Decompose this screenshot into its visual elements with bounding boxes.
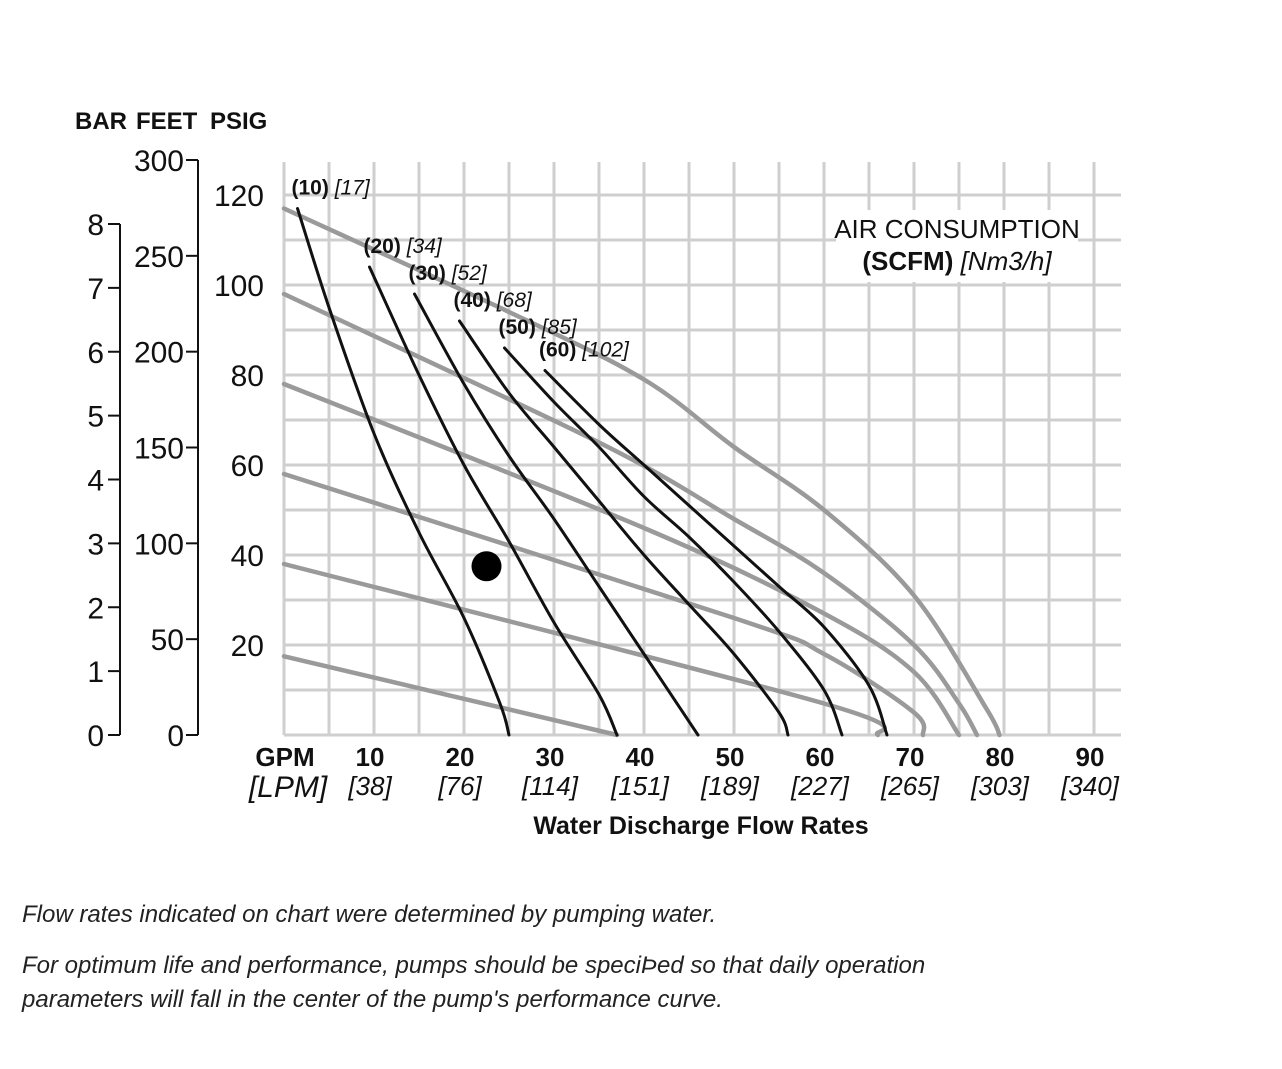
note-flow-rates: Flow rates indicated on chart were deter… xyxy=(22,901,717,928)
air-curve-label-scfm: (20) xyxy=(364,235,407,258)
operating-point xyxy=(471,551,502,582)
psig-tick-label: 60 xyxy=(231,450,264,483)
bar-tick-label: 1 xyxy=(87,656,104,689)
pressure-line-1 xyxy=(281,654,620,738)
pressure-line-4 xyxy=(281,381,962,738)
x-tick-label-lpm: [227] xyxy=(790,771,850,801)
air-curve-label-2: (20) [34] xyxy=(364,235,443,258)
air-curve-label-scfm: (10) xyxy=(292,177,335,200)
legend-title: AIR CONSUMPTION xyxy=(834,214,1080,244)
feet-tick-label: 200 xyxy=(134,337,184,370)
x-tick-label: 60 xyxy=(806,742,835,772)
x-axis-title: Water Discharge Flow Rates xyxy=(533,812,868,840)
feet-tick-label: 100 xyxy=(134,528,184,561)
note-optimum-life: For optimum life and performance, pumps … xyxy=(22,949,925,1017)
feet-tick-label: 250 xyxy=(134,241,184,274)
bar-tick-label: 8 xyxy=(87,209,104,242)
pressure-line-6 xyxy=(281,206,1002,738)
air-curve-label-4: (40) [68] xyxy=(454,289,533,312)
air-curve-label-metric: [102] xyxy=(581,339,630,362)
air-curve-label-metric: [17] xyxy=(334,177,371,200)
pressure-line-3 xyxy=(281,471,927,738)
air-curve-6 xyxy=(543,369,889,737)
x-tick-label: 70 xyxy=(896,742,925,772)
x-tick-label: 80 xyxy=(986,742,1015,772)
bar-tick-label: 0 xyxy=(87,720,104,753)
air-curve-1 xyxy=(296,207,511,737)
psig-tick-label: 20 xyxy=(231,630,264,663)
air-curve-label-6: (60) [102] xyxy=(539,339,630,362)
legend-units: (SCFM) [Nm3/h] xyxy=(862,246,1052,276)
operating-point-marker xyxy=(471,551,502,582)
air-curve-label-metric: [85] xyxy=(541,316,578,339)
x-tick-label: 20 xyxy=(446,742,475,772)
air-curve-label-metric: [68] xyxy=(496,289,533,312)
air-curve-label-scfm: (60) xyxy=(539,339,582,362)
air-curve-5 xyxy=(503,346,844,737)
air-curve-label-3: (30) [52] xyxy=(409,262,488,285)
x-tick-label-lpm: [265] xyxy=(880,771,940,801)
air-curve-3 xyxy=(413,292,700,737)
legend-background xyxy=(836,210,1078,282)
x-unit-lpm: [LPM] xyxy=(248,771,328,804)
note-optimum-life-line1: For optimum life and performance, pumps … xyxy=(22,952,926,979)
air-curve-4 xyxy=(458,319,790,737)
bar-tick-label: 4 xyxy=(87,465,104,498)
x-tick-label-lpm: [340] xyxy=(1060,771,1120,801)
note-optimum-life-line2: parameters will fall in the center of th… xyxy=(22,986,723,1013)
x-tick-label: 50 xyxy=(716,742,745,772)
air-curve-label-metric: [52] xyxy=(451,262,488,285)
performance-chart: (10) [17] (20) [34] (30) [52] (40) [68] (50)… xyxy=(75,108,1121,840)
x-axis: GPM[LPM] 10[38] 20[76] 30[114] 40[151] 50[189… xyxy=(248,742,1120,840)
x-tick-label: 40 xyxy=(626,742,655,772)
bar-tick-label: 6 xyxy=(87,337,104,370)
bar-tick-label: 5 xyxy=(87,401,104,434)
air-curve-label-scfm: (40) xyxy=(454,289,497,312)
legend-units-scfm: (SCFM) xyxy=(862,246,960,276)
air-curve-label-5: (50) [85] xyxy=(499,316,578,339)
x-tick-label: 30 xyxy=(536,742,565,772)
psig-tick-label: 40 xyxy=(231,540,264,573)
feet-tick-label: 0 xyxy=(167,720,184,753)
axis-header-bar: BAR xyxy=(75,108,127,135)
feet-tick-label: 300 xyxy=(134,145,184,178)
x-tick-label-lpm: [151] xyxy=(610,771,670,801)
pressure-lines xyxy=(281,206,1002,738)
x-unit-gpm: GPM xyxy=(255,742,314,772)
x-tick-label: 90 xyxy=(1076,742,1105,772)
x-tick-label-lpm: [303] xyxy=(970,771,1030,801)
bar-tick-label: 2 xyxy=(87,592,104,625)
feet-tick-label: 150 xyxy=(134,433,184,466)
air-curve-label-scfm: (50) xyxy=(499,316,542,339)
legend-units-metric: [Nm3/h] xyxy=(960,246,1053,276)
psig-tick-label: 120 xyxy=(214,180,264,213)
legend: AIR CONSUMPTION(SCFM) [Nm3/h] xyxy=(834,210,1080,282)
air-consumption-curves: (10) [17] (20) [34] (30) [52] (40) [68] (50)… xyxy=(292,177,889,737)
x-tick-label-lpm: [189] xyxy=(700,771,760,801)
axis-header-feet: FEET xyxy=(136,108,198,135)
air-curve-2 xyxy=(368,265,619,737)
air-curve-label-scfm: (30) xyxy=(409,262,452,285)
bar-tick-label: 3 xyxy=(87,528,104,561)
left-axes: BAR FEET PSIG01234567805010015020025030020… xyxy=(75,108,267,753)
air-curve-label-metric: [34] xyxy=(406,235,443,258)
x-tick-label: 10 xyxy=(356,742,385,772)
bar-tick-label: 7 xyxy=(87,273,104,306)
x-tick-label-lpm: [76] xyxy=(437,771,482,801)
psig-tick-label: 80 xyxy=(231,360,264,393)
pressure-line-5 xyxy=(281,291,980,738)
axis-header-psig: PSIG xyxy=(210,108,267,135)
feet-tick-label: 50 xyxy=(151,624,184,657)
x-tick-label-lpm: [38] xyxy=(347,771,392,801)
psig-tick-label: 100 xyxy=(214,270,264,303)
air-curve-label-1: (10) [17] xyxy=(292,177,371,200)
x-tick-label-lpm: [114] xyxy=(521,771,579,801)
